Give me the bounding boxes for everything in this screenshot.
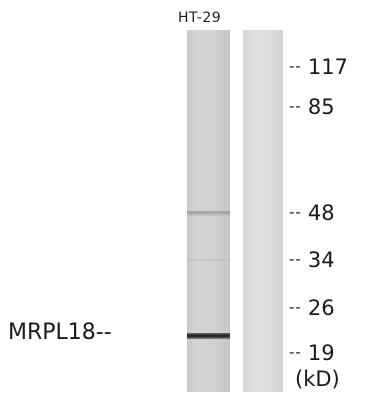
unit-label-kd: (kD) — [295, 367, 340, 391]
lane-label-ht29: HT-29 — [178, 10, 222, 26]
marker-26: -- 26 — [289, 296, 335, 320]
faint-band-38kd — [187, 259, 230, 261]
faint-band-48kd-lower — [187, 214, 230, 216]
marker-48: -- 48 — [289, 201, 335, 225]
marker-34: -- 34 — [289, 248, 335, 272]
blot-lane-control — [243, 30, 283, 392]
marker-85: -- 85 — [289, 95, 335, 119]
blot-lane-ht29 — [187, 30, 230, 392]
mrpl18-band — [187, 333, 230, 339]
protein-label-mrpl18: MRPL18-- — [8, 320, 112, 345]
marker-19: -- 19 — [289, 341, 335, 365]
faint-band-48kd — [187, 211, 230, 214]
marker-117: -- 117 — [289, 55, 348, 79]
